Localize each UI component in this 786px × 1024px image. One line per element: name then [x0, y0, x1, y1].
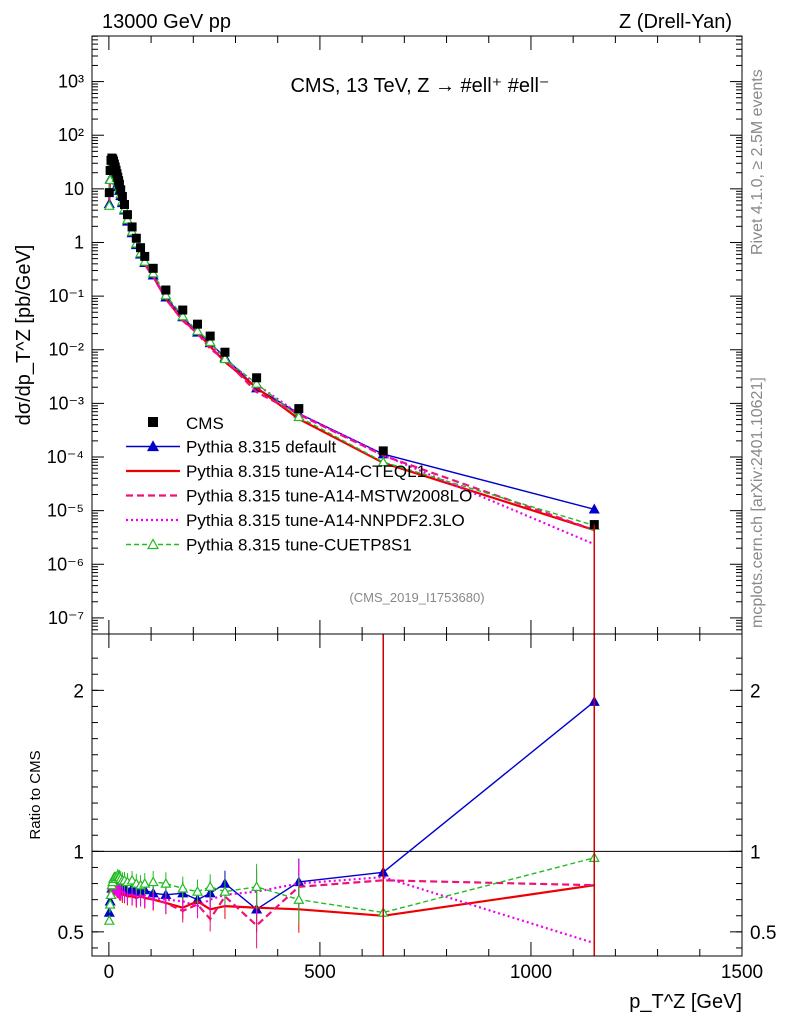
- legend-label-data: CMS: [186, 414, 224, 433]
- data-point: [148, 263, 158, 273]
- y-tick-label-main: 10³: [58, 72, 84, 92]
- data-point: [114, 179, 124, 189]
- analysis-tag: (CMS_2019_I1753680): [349, 590, 484, 605]
- y-tick-label-ratio: 2: [73, 681, 84, 702]
- y-tick-label-main: 10⁻³: [48, 393, 84, 413]
- header-right: Z (Drell-Yan): [619, 11, 732, 33]
- y-tick-label-main: 10⁻⁶: [47, 554, 84, 574]
- x-tick-label: 0: [104, 962, 115, 983]
- x-tick-label: 1000: [510, 962, 552, 983]
- x-tick-label: 1500: [721, 962, 763, 983]
- y-tick-label-main: 10⁻⁴: [47, 447, 84, 467]
- legend-label-3: Pythia 8.315 tune-A14-NNPDF2.3LO: [186, 511, 465, 530]
- header-left: 13000 GeV pp: [102, 11, 231, 33]
- legend-label-4: Pythia 8.315 tune-CUETP8S1: [186, 536, 412, 555]
- y-tick-label-main: 10⁻¹: [48, 286, 84, 306]
- x-tick-label: 500: [304, 962, 336, 983]
- data-point: [122, 210, 132, 220]
- y-tick-label-ratio-right: 0.5: [750, 923, 776, 944]
- y-tick-label-ratio-right: 2: [750, 681, 761, 702]
- data-point: [294, 404, 304, 414]
- series-marker-ratio-4: [160, 877, 172, 888]
- series-marker-ratio-4: [251, 881, 263, 891]
- data-point: [161, 285, 171, 295]
- data-point: [116, 185, 126, 195]
- series-marker-ratio-4: [104, 898, 116, 909]
- legend-swatch-data: [148, 417, 158, 427]
- y-tick-label-main: 10²: [58, 125, 84, 145]
- series-marker-ratio-4: [204, 881, 216, 891]
- y-axis-label-ratio: Ratio to CMS: [27, 750, 44, 839]
- series-marker-ratio-4: [147, 876, 159, 887]
- series-marker-main-4: [293, 411, 305, 422]
- data-point: [127, 222, 137, 232]
- y-tick-label-main: 10⁻⁵: [47, 501, 84, 521]
- x-axis-label: p_T^Z [GeV]: [629, 991, 742, 1013]
- series-marker-main-4: [219, 353, 231, 364]
- legend-label-2: Pythia 8.315 tune-A14-MSTW2008LO: [186, 487, 472, 506]
- data-point: [178, 305, 188, 315]
- series-marker-ratio-4: [219, 885, 231, 896]
- series-marker-ratio-4: [105, 889, 117, 900]
- series-marker-main-0: [588, 503, 600, 514]
- data-point: [120, 200, 129, 210]
- chart-title: CMS, 13 TeV, Z → #ell⁺ #ell⁻: [290, 75, 549, 97]
- series-line-ratio-0: [108, 701, 595, 913]
- y-tick-label-main: 10: [64, 179, 84, 199]
- series-marker-main-4: [204, 336, 216, 347]
- data-point: [105, 165, 115, 175]
- data-point: [205, 331, 215, 341]
- ratio-plot-area: [92, 634, 742, 956]
- y-tick-label-main: 10⁻²: [48, 340, 84, 360]
- rivet-label: Rivet 4.1.0, ≥ 2.5M events: [749, 69, 766, 255]
- data-point: [140, 251, 150, 261]
- legend: CMS Pythia 8.315 default Pythia 8.315 tune…: [126, 414, 472, 555]
- data-point: [193, 319, 203, 329]
- legend-marker-4: [146, 538, 160, 550]
- data-point: [252, 373, 262, 383]
- data-point: [136, 243, 146, 253]
- series-marker-main-4: [191, 325, 204, 336]
- y-tick-label-main: 10⁻⁷: [48, 608, 84, 628]
- main-plot-area: [103, 153, 600, 634]
- y-tick-label-ratio: 1: [73, 842, 84, 863]
- data-point: [104, 188, 114, 198]
- data-point: [378, 446, 388, 456]
- legend-marker-0: [146, 440, 160, 452]
- y-tick-label-main: 1: [74, 232, 84, 252]
- legend-label-0: Pythia 8.315 default: [186, 438, 337, 457]
- series-marker-main-4: [103, 199, 115, 210]
- y-tick-label-ratio-right: 1: [750, 842, 761, 863]
- y-tick-label-ratio: 0.5: [58, 923, 84, 944]
- ratio-frame: [91, 633, 743, 957]
- series-marker-main-4: [251, 377, 263, 388]
- y-axis-label-main: dσ/dp_T^Z [pb/GeV]: [13, 245, 35, 426]
- axes: 10³10²10110⁻¹10⁻²10⁻³10⁻⁴10⁻⁵10⁻⁶10⁻⁷0.5…: [47, 35, 776, 983]
- legend-label-1: Pythia 8.315 tune-A14-CTEQL1: [186, 462, 426, 481]
- mcplots-label: mcplots.cern.ch [arXiv:2401.10621]: [749, 377, 766, 628]
- series-marker-ratio-4: [103, 914, 115, 925]
- series-marker-ratio-4: [139, 877, 151, 888]
- series-marker-ratio-4: [293, 893, 305, 904]
- series-marker-ratio-4: [177, 882, 189, 893]
- series-line-main-0: [108, 163, 595, 510]
- data-point: [117, 192, 127, 202]
- data-point: [131, 233, 141, 243]
- series-marker-main-4: [160, 289, 172, 300]
- data-point: [220, 347, 230, 357]
- series-marker-ratio-4: [191, 885, 204, 896]
- series-marker-main-4: [177, 310, 189, 321]
- series-marker-main-4: [377, 456, 389, 467]
- series-marker-main-4: [139, 255, 151, 266]
